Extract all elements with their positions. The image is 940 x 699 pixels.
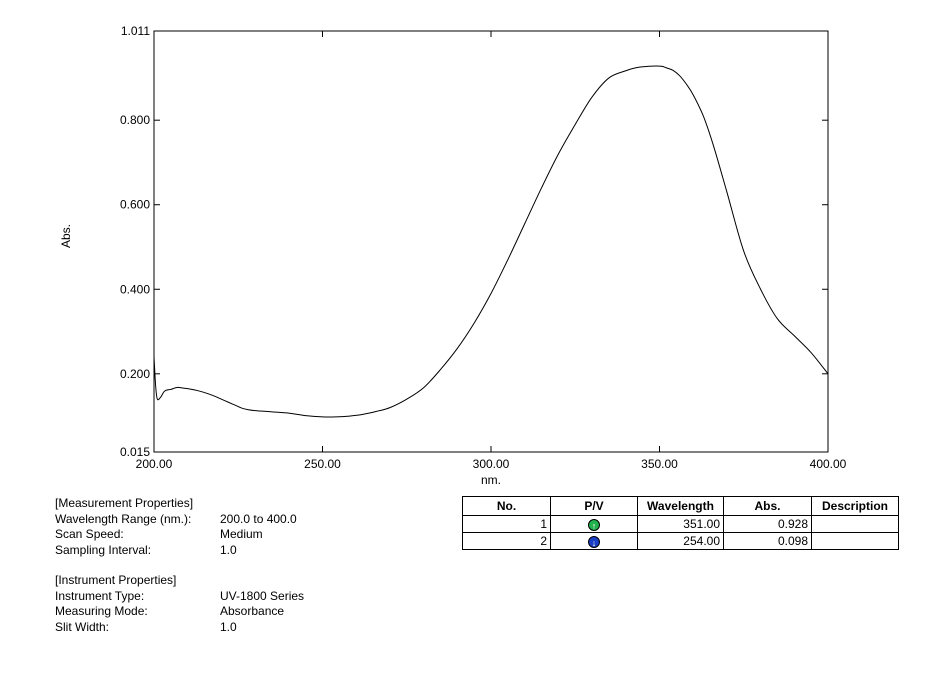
prop-label: Wavelength Range (nm.): (55, 511, 192, 526)
col-pv: P/V (550, 496, 638, 516)
y-tick-label: 0.400 (120, 282, 150, 296)
x-axis-ticks: 200.00 250.00 300.00 350.00 400.00 (136, 31, 847, 471)
x-tick-label: 250.00 (304, 457, 341, 471)
prop-value: 1.0 (220, 619, 237, 634)
prop-row-slit-width: Slit Width: 1.0 (55, 620, 304, 636)
y-tick-label: 0.015 (120, 445, 150, 459)
prop-row-sampling-interval: Sampling Interval: 1.0 (55, 543, 297, 559)
table-row: 1 ↑ 351.00 0.928 (462, 515, 899, 533)
prop-value: UV-1800 Series (220, 588, 305, 603)
col-abs: Abs. (723, 496, 812, 516)
y-tick-label: 0.200 (120, 367, 150, 381)
peak-table: No. P/V Wavelength Abs. Description 1 ↑ … (462, 496, 899, 550)
prop-row-scan-speed: Scan Speed: Medium (55, 527, 297, 543)
prop-label: Scan Speed: (55, 527, 124, 541)
prop-row-instrument-type: Instrument Type: UV-1800 Series (55, 589, 304, 605)
prop-label: Measuring Mode: (55, 604, 148, 618)
row-description (811, 532, 899, 550)
row-wavelength: 254.00 (637, 532, 724, 550)
instrument-properties: [Instrument Properties] Instrument Type:… (55, 573, 304, 635)
col-wavelength: Wavelength (637, 496, 724, 516)
down-arrow-icon: ↓ (588, 535, 600, 548)
prop-value: 200.0 to 400.0 (220, 511, 297, 526)
row-description (811, 515, 899, 533)
col-description: Description (811, 496, 899, 516)
y-tick-label: 0.800 (120, 113, 150, 127)
x-tick-label: 400.00 (810, 457, 847, 471)
instrument-heading: [Instrument Properties] (55, 573, 177, 587)
y-tick-label: 1.011 (121, 24, 150, 38)
y-axis-label: Abs. (59, 224, 73, 248)
row-no: 1 (462, 515, 551, 533)
measurement-heading: [Measurement Properties] (55, 496, 194, 510)
prop-label: Slit Width: (55, 619, 110, 634)
measurement-properties: [Measurement Properties] Wavelength Rang… (55, 496, 297, 558)
prop-label: Sampling Interval: (55, 542, 152, 557)
row-pv: ↓ (550, 532, 638, 550)
prop-value: Absorbance (220, 604, 285, 618)
peak-table-header: No. P/V Wavelength Abs. Description (462, 496, 899, 516)
row-no: 2 (462, 532, 551, 550)
row-wavelength: 351.00 (637, 515, 724, 533)
table-row: 2 ↓ 254.00 0.098 (462, 532, 899, 550)
prop-row-wavelength-range: Wavelength Range (nm.): 200.0 to 400.0 (55, 512, 297, 528)
row-abs: 0.098 (723, 532, 812, 550)
absorbance-chart: 200.00 250.00 300.00 350.00 400.00 1.011 0.80… (59, 24, 847, 487)
x-tick-label: 300.00 (473, 457, 510, 471)
spectrum-line (153, 65, 829, 418)
plot-frame (153, 30, 829, 453)
row-abs: 0.928 (723, 515, 812, 533)
up-arrow-icon: ↑ (588, 518, 600, 531)
x-tick-label: 350.00 (641, 457, 678, 471)
prop-value: Medium (220, 527, 263, 541)
prop-label: Instrument Type: (55, 588, 145, 603)
col-no: No. (462, 496, 551, 516)
y-tick-label: 0.600 (120, 198, 150, 212)
prop-row-measuring-mode: Measuring Mode: Absorbance (55, 604, 304, 620)
y-axis-ticks: 1.011 0.800 0.600 0.400 0.200 0.015 (120, 24, 828, 459)
prop-value: 1.0 (220, 542, 237, 557)
row-pv: ↑ (550, 515, 638, 533)
x-tick-label: 200.00 (136, 457, 173, 471)
x-axis-label: nm. (481, 473, 501, 487)
